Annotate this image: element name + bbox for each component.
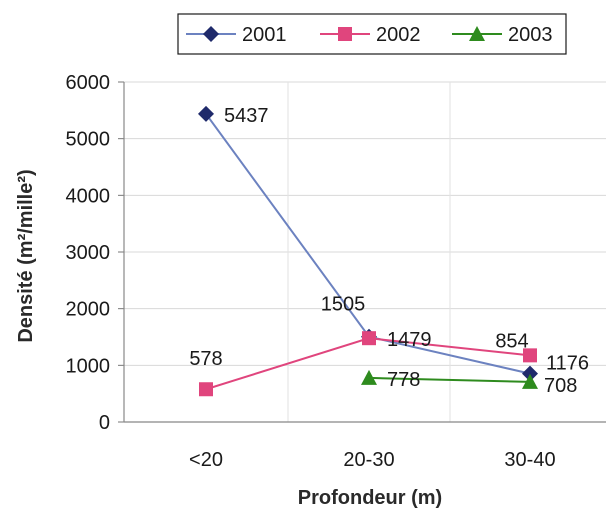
y-tick-label: 6000 xyxy=(66,72,111,94)
legend: 2001 2002 2003 xyxy=(178,14,566,54)
x-tick-label: 30-40 xyxy=(504,449,555,471)
data-label-2001-20-30: 1505 xyxy=(321,294,366,316)
y-tick-label: 4000 xyxy=(66,185,111,207)
point-2002-20-30 xyxy=(362,331,376,345)
data-label-2002-30-40: 1176 xyxy=(546,352,589,374)
data-label-2003-20-30: 778 xyxy=(387,369,420,391)
y-tick-label: 0 xyxy=(99,412,110,434)
x-tick-label: <20 xyxy=(189,449,223,471)
x-tick-label: 20-30 xyxy=(343,449,394,471)
data-label-2001-<20: 5437 xyxy=(224,105,269,127)
series xyxy=(198,106,538,396)
x-axis-title: Profondeur (m) xyxy=(298,487,442,509)
y-tick-label: 2000 xyxy=(66,299,111,321)
axes: 0 1000 2000 3000 4000 5000 6000 <20 20-30 30-40 xyxy=(66,72,606,471)
y-tick-label: 1000 xyxy=(66,355,111,377)
legend-marker-2002 xyxy=(338,27,352,41)
data-label-2002-<20: 578 xyxy=(189,348,222,370)
y-axis-title: Densité (m²/mille²) xyxy=(15,169,37,342)
y-tick-label: 3000 xyxy=(66,242,111,264)
data-label-2003-30-40: 708 xyxy=(544,375,577,397)
point-2001-<20 xyxy=(198,106,214,122)
y-tick-label: 5000 xyxy=(66,129,111,151)
data-label-2002-20-30: 1479 xyxy=(387,329,432,351)
legend-label-2001: 2001 xyxy=(242,24,287,46)
legend-label-2002: 2002 xyxy=(376,24,421,46)
legend-label-2003: 2003 xyxy=(508,24,553,46)
point-2002-<20 xyxy=(199,382,213,396)
data-label-2001-30-40: 854 xyxy=(495,331,528,353)
